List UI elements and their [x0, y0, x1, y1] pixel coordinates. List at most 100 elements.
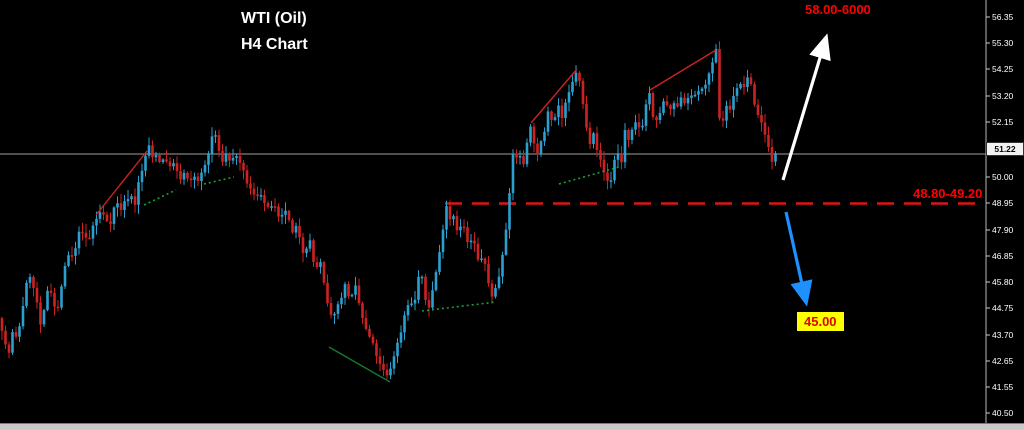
candle: [770, 138, 774, 170]
candle: [774, 151, 777, 167]
dotted-support-2[interactable]: [203, 176, 235, 185]
candle: [315, 256, 319, 270]
candle: [550, 110, 553, 127]
candle: [420, 275, 424, 285]
candle: [658, 106, 662, 124]
bullish-projection-arrow[interactable]: [781, 33, 831, 181]
candle: [725, 100, 728, 129]
candle: [7, 341, 11, 359]
candle: [203, 160, 207, 177]
candle: [214, 130, 217, 144]
dotted-support-1[interactable]: [143, 189, 177, 206]
candle: [403, 311, 406, 341]
candle: [28, 273, 32, 289]
candle: [305, 246, 308, 258]
candle: [620, 145, 623, 170]
candle: [578, 71, 581, 87]
candle: [200, 168, 203, 191]
candle: [518, 150, 522, 165]
candle: [182, 169, 186, 185]
candle: [161, 158, 165, 164]
left-rising-trendline[interactable]: [95, 150, 148, 216]
candle: [417, 270, 420, 304]
candle: [749, 73, 753, 86]
candle: [630, 127, 634, 145]
candle: [88, 229, 91, 240]
candle: [648, 86, 651, 111]
current-price-box: 51.22: [986, 142, 1024, 156]
candle: [389, 362, 392, 380]
axis-tick-label: 44.75: [992, 303, 1014, 313]
candle: [378, 348, 382, 372]
upper-target-label[interactable]: 58.00-6000: [805, 2, 871, 17]
candle: [0, 316, 4, 340]
candle: [294, 222, 298, 239]
candle: [67, 251, 70, 268]
candle: [35, 281, 39, 309]
candle: [473, 232, 476, 252]
axis-tick-label: 43.70: [992, 330, 1014, 340]
price-axis[interactable]: 56.3555.3054.2553.2052.1551.1050.0048.95…: [985, 0, 1014, 424]
candle: [14, 326, 18, 340]
candle: [438, 244, 441, 275]
candle: [238, 148, 242, 171]
candle: [21, 296, 25, 330]
candle: [704, 79, 707, 96]
candle: [588, 121, 592, 149]
candle: [735, 83, 739, 102]
candle: [525, 138, 529, 168]
candle: [599, 142, 602, 168]
mid-rising-trendline[interactable]: [530, 68, 578, 124]
time-axis-strip[interactable]: [0, 423, 1024, 430]
candle: [32, 275, 35, 297]
candle: [301, 232, 305, 263]
candle: [109, 212, 112, 232]
candle: [207, 151, 210, 174]
candle: [91, 221, 95, 246]
candle: [539, 140, 543, 157]
resistance-zone-label[interactable]: 48.80-49.20: [913, 186, 983, 201]
candle: [336, 301, 340, 320]
axis-tick-label: 45.80: [992, 277, 1014, 287]
candle: [224, 146, 228, 166]
candle: [623, 123, 627, 169]
candle: [70, 246, 74, 262]
candle: [641, 119, 644, 131]
axis-tick-label: 55.30: [992, 38, 1014, 48]
candle: [585, 95, 588, 132]
candle: [532, 122, 536, 153]
candle: [133, 188, 137, 213]
candle: [151, 140, 154, 163]
candle: [497, 267, 501, 290]
candle: [340, 292, 343, 309]
candle: [522, 149, 525, 168]
right-rising-trendline[interactable]: [649, 49, 717, 91]
candle: [396, 338, 399, 364]
candle: [256, 186, 259, 201]
candle: [536, 137, 539, 162]
candle: [452, 214, 455, 226]
candle: [634, 114, 637, 135]
candle: [662, 98, 665, 116]
axis-tick-label: 40.50: [992, 408, 1014, 418]
candle: [228, 152, 231, 168]
falling-support-trendline[interactable]: [328, 346, 391, 383]
candle: [613, 155, 616, 184]
candle: [732, 87, 735, 118]
candle: [424, 273, 427, 306]
lower-target-label[interactable]: 45.00: [797, 312, 844, 331]
candle: [158, 152, 161, 164]
candle: [571, 75, 574, 96]
candle: [371, 333, 375, 346]
candle: [707, 71, 711, 93]
candle: [406, 299, 410, 321]
candle: [483, 257, 487, 272]
dotted-support-4[interactable]: [558, 166, 620, 185]
candle: [81, 222, 84, 241]
bearish-projection-arrow[interactable]: [784, 211, 813, 307]
candle: [252, 182, 256, 201]
candle: [186, 171, 189, 182]
candle: [46, 286, 49, 312]
candle: [756, 99, 760, 119]
